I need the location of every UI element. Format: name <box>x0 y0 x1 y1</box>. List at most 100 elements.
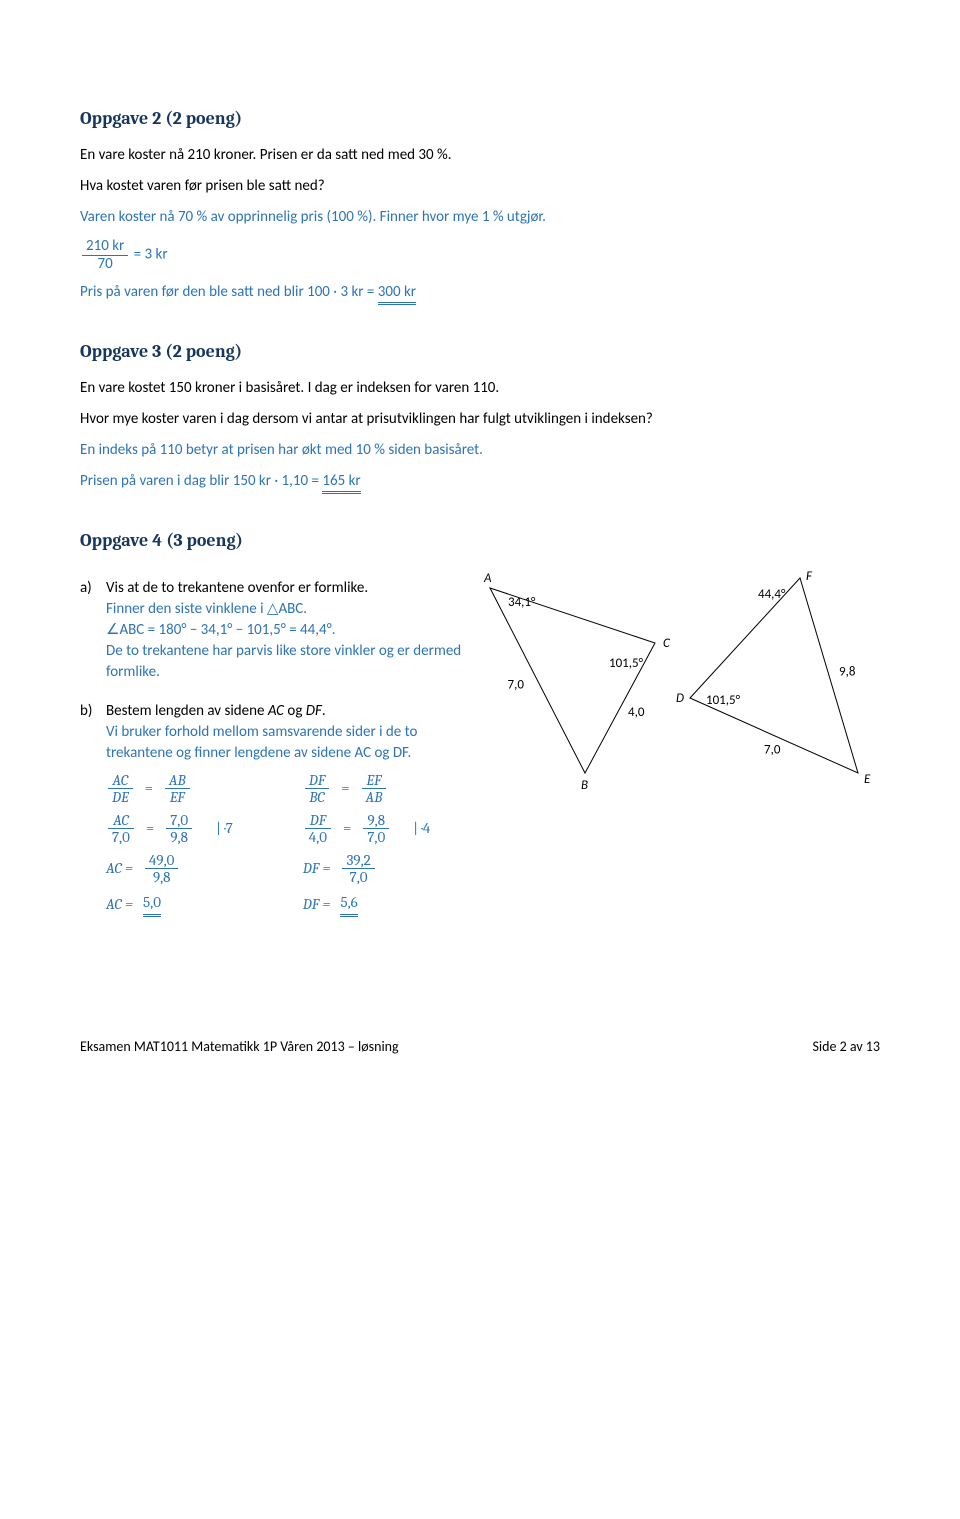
eq-df-r1: DFBC = EFAB <box>303 772 430 806</box>
eq-df-r2-ld: 4,0 <box>305 829 331 846</box>
svg-text:C: C <box>663 636 671 651</box>
task4-b-line1-end: . <box>322 702 326 720</box>
task4-b-line1: Bestem lengden av sidene AC og DF. <box>106 701 470 722</box>
task4-a-sol2: De to trekantene har parvis like store v… <box>106 641 470 683</box>
footer-left: Eksamen MAT1011 Matematikk 1P Våren 2013… <box>80 1037 399 1057</box>
task2-sol2-pre: Pris på varen før den ble satt ned blir <box>80 283 307 301</box>
eq-ac-r2-note: | ·7 <box>216 818 233 839</box>
eq-df-r1-ld: BC <box>305 789 329 806</box>
eq-ac-r3: AC = 49,09,8 <box>106 852 233 886</box>
eq-df-r3-n: 39,2 <box>342 852 374 870</box>
task2-answer: 300 kr <box>378 283 416 305</box>
task3-answer: 165 kr <box>322 472 360 494</box>
task4-a-sol1: Finner den siste vinklene i <box>106 600 267 618</box>
eq-df-r3-lhs: DF = <box>303 858 331 879</box>
page-footer: Eksamen MAT1011 Matematikk 1P Våren 2013… <box>80 1037 880 1057</box>
task2-heading: Oppgave 2 (2 poeng) <box>80 106 880 131</box>
eq-ac-r1: ACDE = ABEF <box>106 772 233 806</box>
eq-df-r1-rn: EF <box>362 772 387 790</box>
triangles-figure: ABC34,1°101,5°7,04,0DEF101,5°44,4°7,09,8 <box>480 568 880 798</box>
eq-ac-r1-ln: AC <box>108 772 133 790</box>
eq-ac-r1-rn: AB <box>165 772 190 790</box>
eq-df-r4-lhs: DF = <box>303 894 331 915</box>
task4-points: (3 poeng) <box>166 530 243 551</box>
task3-sol2-expr: 150 kr · 1,10 = <box>233 472 319 490</box>
task2-title: Oppgave 2 <box>80 108 161 129</box>
task4-b-ac: AC <box>268 702 284 720</box>
task2-points: (2 poeng) <box>165 108 242 129</box>
task4-a-line1: Vis at de to trekantene ovenfor er forml… <box>106 578 470 599</box>
eq-ac-r2-ld: 7,0 <box>108 829 134 846</box>
eq-ac-r4-lhs: AC = <box>106 894 133 915</box>
eq-df-r1-ln: DF <box>305 772 329 790</box>
eq-df-r2-ln: DF <box>305 812 331 830</box>
footer-right: Side 2 av 13 <box>812 1037 880 1057</box>
task2-frac: 210 kr 70 <box>82 238 128 272</box>
eq-df-r2: DF4,0 = 9,87,0 | ·4 <box>303 812 430 846</box>
eq-df-r4: DF = 5,6 <box>303 892 430 917</box>
task4-b-label: b) <box>80 701 106 917</box>
eq-ac-r2: AC7,0 = 7,09,8 | ·7 <box>106 812 233 846</box>
task4-textcol: a) Vis at de to trekantene ovenfor er fo… <box>80 568 470 917</box>
task2-frac-num: 210 kr <box>82 238 128 256</box>
task3-points: (2 poeng) <box>165 341 242 362</box>
eq-ac-r3-lhs: AC = <box>106 858 133 879</box>
task4-a-dot: . <box>303 600 307 618</box>
eq-ac-answer: 5,0 <box>143 892 161 917</box>
eq-col-df: DFBC = EFAB DF4,0 = 9,87,0 | ·4 DF = <box>303 772 430 917</box>
task2-sol1: Varen koster nå 70 % av opprinnelig pris… <box>80 207 880 228</box>
task2-frac-eq: = 3 kr <box>134 246 168 264</box>
eq-sign: = <box>343 818 351 839</box>
svg-text:B: B <box>581 778 588 793</box>
eq-df-r2-rd: 7,0 <box>363 829 389 846</box>
task3-text1: En vare kostet 150 kroner i basisåret. I… <box>80 378 880 399</box>
task4-b-line1-a: Bestem lengden av sidene <box>106 702 268 720</box>
svg-text:E: E <box>864 772 871 787</box>
task4-a: a) Vis at de to trekantene ovenfor er fo… <box>80 578 470 683</box>
eq-df-r2-r: 9,87,0 <box>363 812 389 846</box>
svg-text:7,0: 7,0 <box>764 742 781 757</box>
eq-col-ac: ACDE = ABEF AC7,0 = 7,09,8 | ·7 AC = <box>106 772 233 917</box>
svg-text:D: D <box>676 691 684 706</box>
eq-sign: = <box>341 778 349 799</box>
task3-text2: Hvor mye koster varen i dag dersom vi an… <box>80 409 880 430</box>
eq-df-r1-l: DFBC <box>305 772 329 806</box>
task2-text1: En vare koster nå 210 kroner. Prisen er … <box>80 145 880 166</box>
eq-ac-r2-r: 7,09,8 <box>166 812 192 846</box>
eq-sign: = <box>145 778 153 799</box>
eq-df-r3-f: 39,27,0 <box>342 852 374 886</box>
eq-ac-r2-ln: AC <box>108 812 134 830</box>
eq-ac-r1-ld: DE <box>108 789 133 806</box>
eq-df-r3-d: 7,0 <box>342 869 374 886</box>
eq-ac-r4: AC = 5,0 <box>106 892 233 917</box>
task2-sol2-expr: 100 · 3 kr = <box>307 283 374 301</box>
eq-df-r2-note: | ·4 <box>413 818 430 839</box>
task2-text2: Hva kostet varen før prisen ble satt ned… <box>80 176 880 197</box>
task4-b: b) Bestem lengden av sidene AC og DF. Vi… <box>80 701 470 917</box>
svg-text:101,5°: 101,5° <box>706 693 741 708</box>
eq-ac-r2-rd: 9,8 <box>166 829 192 846</box>
svg-text:F: F <box>806 569 813 584</box>
task4-heading: Oppgave 4 (3 poeng) <box>80 528 880 553</box>
eq-ac-r3-f: 49,09,8 <box>145 852 178 886</box>
task3-sol2-pre: Prisen på varen i dag blir <box>80 472 233 490</box>
task4-a-sol1-wrap: Finner den siste vinklene i △ABC. <box>106 599 470 620</box>
eq-df-r1-rd: AB <box>362 789 387 806</box>
eq-df-answer: 5,6 <box>340 892 357 917</box>
task4-a-expr-text: ∠ABC = 180° − 34,1° − 101,5° = 44,4° <box>106 621 332 639</box>
task4-a-body: Vis at de to trekantene ovenfor er forml… <box>106 578 470 683</box>
svg-text:7,0: 7,0 <box>508 677 525 692</box>
task3-heading: Oppgave 3 (2 poeng) <box>80 339 880 364</box>
eq-ac-r1-rd: EF <box>165 789 190 806</box>
task4-a-expr-dot: . <box>332 621 336 639</box>
eq-sign: = <box>146 818 154 839</box>
eq-df-r1-r: EFAB <box>362 772 387 806</box>
eq-ac-r2-rn: 7,0 <box>166 812 192 830</box>
task2-sol2: Pris på varen før den ble satt ned blir … <box>80 282 880 303</box>
task4-a-expr: ∠ABC = 180° − 34,1° − 101,5° = 44,4°. <box>106 620 470 641</box>
eq-ac-r1-l: ACDE <box>108 772 133 806</box>
eq-ac-r3-d: 9,8 <box>145 869 178 886</box>
task2-fraction: 210 kr 70 = 3 kr <box>80 238 880 272</box>
task4-b-df: DF <box>306 702 322 720</box>
task4-title: Oppgave 4 <box>80 530 162 551</box>
